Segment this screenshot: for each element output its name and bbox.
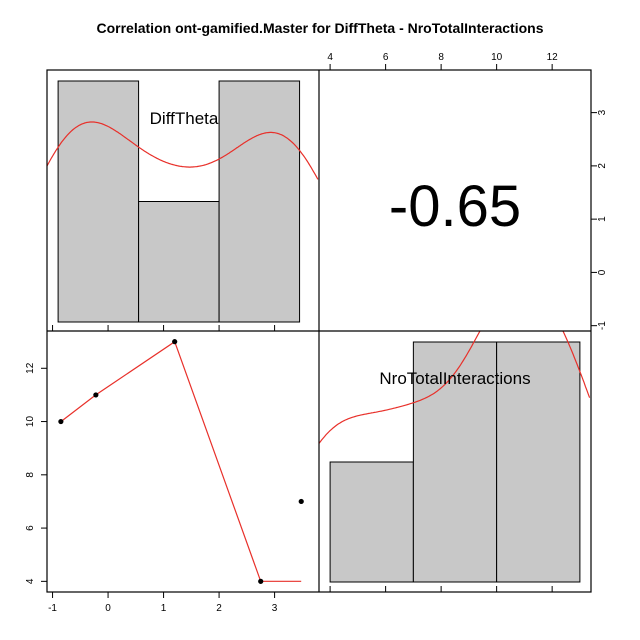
tick-label-right: 1 — [597, 216, 608, 222]
diag-label-difftheta: DiffTheta — [150, 109, 219, 128]
hist-bar — [496, 341, 581, 583]
tick-label-right: 2 — [597, 163, 608, 169]
tick-label-top: 8 — [438, 52, 444, 63]
chart-title: Correlation ont-gamified.Master for Diff… — [96, 20, 544, 36]
tick-label-bottom: 1 — [161, 603, 167, 614]
smooth-line — [60, 340, 302, 582]
tick-label-bottom: -1 — [48, 603, 57, 614]
scatter-point — [93, 392, 99, 398]
tick-label-top: 6 — [383, 52, 389, 63]
tick-label-top: 10 — [491, 52, 503, 63]
tick-label-top: 12 — [547, 52, 559, 63]
hist-bar — [412, 341, 498, 583]
tick-label-left: 10 — [25, 416, 36, 428]
tick-label-right: -1 — [597, 321, 608, 330]
hist-bar — [329, 461, 414, 583]
tick-label-top: 4 — [327, 52, 333, 63]
tick-label-left: 6 — [25, 525, 36, 531]
tick-label-bottom: 0 — [105, 603, 111, 614]
hist-bar — [218, 80, 301, 323]
hist-bar — [57, 80, 140, 323]
scatter-point — [58, 418, 64, 425]
tick-label-bottom: 3 — [272, 603, 278, 614]
density-curve-difftheta — [47, 121, 319, 180]
tick-label-left: 4 — [25, 578, 36, 584]
tick-label-left: 12 — [25, 362, 36, 374]
correlation-value: -0.65 — [389, 174, 521, 239]
hist-nrototalinteractions — [319, 331, 591, 583]
tick-label-left: 8 — [25, 472, 36, 478]
tick-label-right: 3 — [597, 109, 608, 115]
density-curve-nrototalinteractions — [319, 331, 591, 444]
scatter-point — [172, 339, 178, 345]
hist-difftheta — [47, 80, 319, 323]
hist-bar — [138, 201, 220, 323]
tick-label-bottom: 2 — [216, 603, 222, 614]
scatter-point — [298, 498, 304, 505]
scatter-panel — [58, 339, 304, 584]
scatter-point — [258, 578, 264, 584]
tick-label-right: 0 — [597, 269, 608, 275]
diag-label-nrototalinteractions: NroTotalInteractions — [379, 369, 530, 388]
